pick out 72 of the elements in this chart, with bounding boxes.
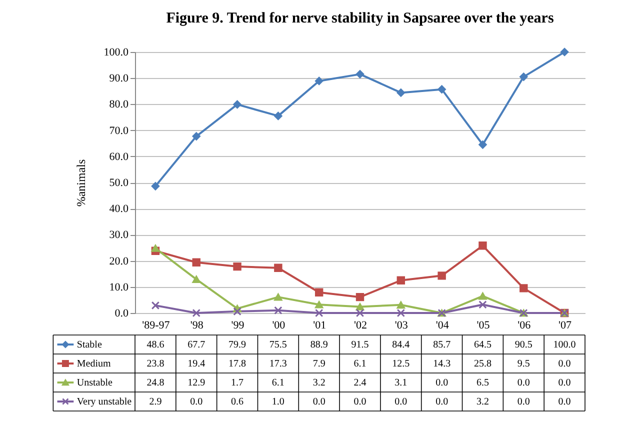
x-tick-label: '04	[436, 320, 450, 332]
data-label: 0.0	[354, 396, 366, 408]
data-label: 0.0	[190, 396, 203, 408]
data-label: 75.5	[269, 340, 287, 350]
x-tick-label: '00	[272, 320, 286, 332]
data-label: 7.9	[312, 358, 326, 370]
data-label: 84.4	[392, 340, 410, 350]
data-label: 48.6	[146, 340, 164, 350]
data-label: 12.5	[392, 358, 410, 370]
data-label: 23.8	[146, 358, 164, 370]
x-tick-label: '89-97	[142, 320, 170, 332]
x-tick-label: '03	[394, 320, 408, 332]
data-label: 1.7	[231, 378, 244, 388]
y-tick-label: 70.0	[109, 124, 129, 137]
legend-label: Very unstable	[76, 396, 132, 408]
x-tick-label: '99	[231, 320, 245, 332]
x-tick-label: '01	[313, 320, 326, 332]
data-label: 12.9	[188, 378, 206, 388]
legend-label: Medium	[76, 358, 112, 370]
data-label: 17.8	[228, 358, 246, 370]
data-label: 90.5	[514, 340, 532, 350]
chart-title: Figure 9. Trend for nerve stability in Sapsaree over the years	[166, 10, 554, 27]
data-label: 0.0	[436, 396, 448, 408]
y-tick-label: 40.0	[109, 203, 129, 216]
x-tick-label: '02	[354, 320, 367, 332]
data-label: 79.9	[228, 340, 246, 350]
data-label: 9.5	[517, 358, 530, 370]
data-label: 0.0	[558, 358, 571, 370]
data-label: 0.0	[558, 378, 571, 388]
y-axis-title: %animals	[74, 159, 88, 207]
data-label: 24.8	[146, 378, 164, 388]
x-tick-label: '98	[190, 320, 204, 332]
y-tick-label: 90.0	[109, 72, 129, 85]
data-label: 0.6	[231, 396, 244, 408]
data-label: 0.0	[436, 378, 448, 388]
data-label: 0.0	[517, 396, 530, 408]
data-label: 67.7	[188, 340, 206, 350]
data-label: 6.1	[272, 378, 284, 388]
data-label: 0.0	[312, 396, 326, 408]
data-label: 85.7	[433, 340, 451, 350]
data-label: 3.2	[312, 378, 326, 388]
y-tick-label: 50.0	[109, 177, 129, 189]
data-label: 64.5	[474, 340, 492, 350]
data-label: 3.1	[394, 378, 408, 388]
data-label: 17.3	[269, 358, 287, 370]
x-tick-label: '05	[476, 320, 490, 332]
data-label: 91.5	[351, 340, 369, 350]
y-tick-label: 100.0	[104, 46, 129, 58]
data-label: 2.4	[354, 378, 366, 388]
data-label: 1.0	[272, 396, 284, 408]
y-tick-label: 30.0	[109, 229, 129, 242]
data-label: 100.0	[553, 340, 576, 350]
y-tick-label: 10.0	[109, 281, 129, 294]
data-label: 6.1	[354, 358, 366, 370]
y-tick-label: 60.0	[109, 150, 129, 163]
data-label: 2.9	[149, 396, 162, 408]
y-tick-label: 0.0	[114, 308, 129, 320]
data-label: 88.9	[310, 340, 328, 350]
data-label: 3.2	[476, 396, 489, 408]
x-tick-label: '07	[558, 320, 572, 332]
legend-label: Unstable	[76, 378, 114, 388]
y-tick-label: 20.0	[109, 255, 129, 268]
legend-label: Stable	[76, 340, 102, 350]
data-label: 14.3	[433, 358, 451, 370]
y-tick-label: 80.0	[109, 98, 129, 111]
data-label: 19.4	[188, 358, 206, 370]
data-label: 0.0	[558, 396, 571, 408]
data-label: 0.0	[517, 378, 530, 388]
x-tick-label: '06	[518, 320, 532, 332]
data-label: 25.8	[474, 358, 492, 370]
data-label: 0.0	[394, 396, 408, 408]
data-label: 6.5	[476, 378, 489, 388]
